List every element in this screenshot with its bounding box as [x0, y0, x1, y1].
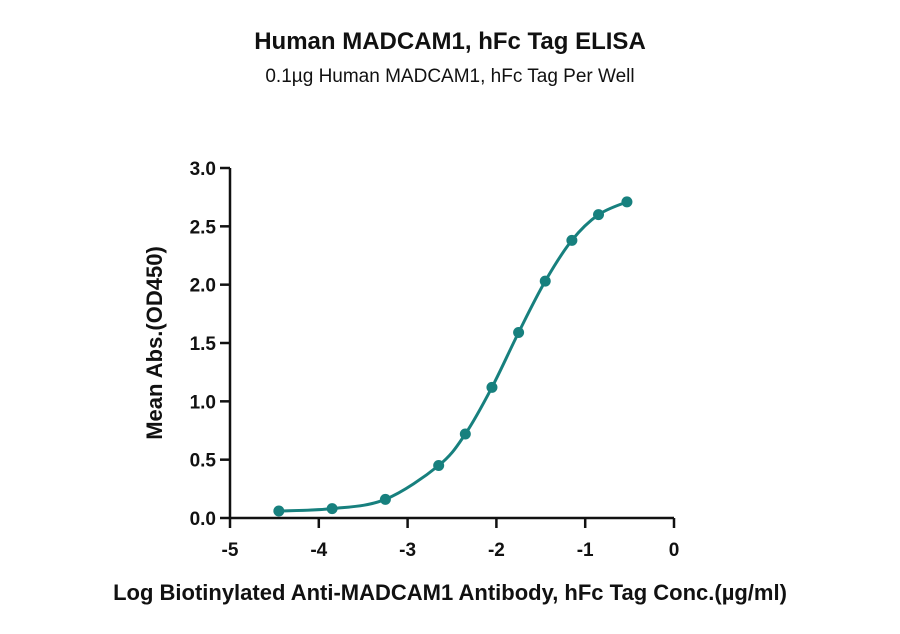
y-tick-label-0: 0.0 — [190, 509, 216, 530]
x-tick-label-5: 0 — [669, 540, 680, 561]
data-points — [273, 196, 633, 517]
data-point-1 — [326, 503, 338, 515]
x-tick-label-4: -1 — [577, 540, 594, 561]
data-point-3 — [433, 460, 445, 471]
data-point-6 — [513, 327, 525, 338]
y-tick-label-2: 1.0 — [190, 392, 216, 413]
y-tick-label-1: 0.5 — [190, 451, 217, 472]
y-tick-label-4: 2.0 — [190, 276, 216, 297]
data-point-8 — [566, 234, 578, 246]
data-point-5 — [486, 381, 498, 393]
data-point-10 — [621, 196, 633, 208]
fit-curve — [278, 200, 628, 513]
data-point-7 — [539, 275, 551, 287]
y-axis-label: Mean Abs.(OD450) — [142, 246, 167, 440]
axes: 0.0 0.5 1.0 1.5 2.0 2.5 3.0 -5 -4 -3 -2 -1 0 — [190, 159, 680, 561]
x-tick-label-3: -2 — [488, 540, 505, 561]
data-point-0 — [273, 505, 285, 517]
data-point-9 — [593, 209, 605, 221]
data-point-4 — [459, 428, 471, 440]
y-tick-label-3: 1.5 — [190, 334, 217, 355]
fit-curve-group — [278, 200, 628, 513]
chart-title: Human MADCAM1, hFc Tag ELISA — [254, 28, 646, 55]
y-tick-label-6: 3.0 — [190, 159, 216, 180]
data-point-2 — [379, 493, 391, 505]
x-tick-label-1: -4 — [310, 540, 327, 561]
x-axis-label: Log Biotinylated Anti-MADCAM1 Antibody, … — [113, 580, 787, 605]
chart-subtitle: 0.1µg Human MADCAM1, hFc Tag Per Well — [265, 66, 635, 87]
y-tick-label-5: 2.5 — [190, 217, 217, 238]
x-tick-label-0: -5 — [222, 540, 239, 561]
x-tick-label-2: -3 — [399, 540, 416, 561]
